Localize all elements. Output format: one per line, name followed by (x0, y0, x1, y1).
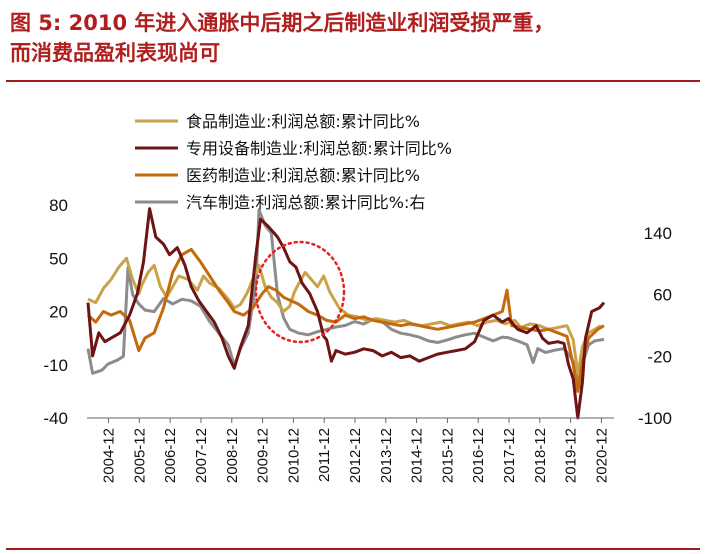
right-y-tick-label: -20 (647, 347, 672, 366)
series-line-2 (86, 207, 606, 420)
x-tick-label: 2010-12 (285, 428, 302, 483)
series-line-3 (86, 247, 605, 393)
figure-title: 图 5: 2010 年进入通胀中后期之后制造业利润受损严重， 而消费品盈利表现尚… (10, 8, 700, 68)
legend-label-3: 医药制造业:利润总额:累计同比% (186, 166, 420, 185)
title-divider (6, 80, 700, 82)
x-tick-label: 2005-12 (131, 428, 148, 483)
x-tick-label: 2019-12 (563, 428, 580, 483)
x-tick-label: 2004-12 (101, 428, 118, 483)
right-y-tick-label: -100 (638, 409, 672, 428)
right-y-tick-label: 140 (644, 224, 672, 243)
left-y-tick-label: 80 (49, 196, 68, 215)
x-tick-label: 2014-12 (409, 428, 426, 483)
x-tick-label: 2016-12 (470, 428, 487, 483)
left-y-tick-label: 20 (49, 303, 68, 322)
figure-title-line-1: 图 5: 2010 年进入通胀中后期之后制造业利润受损严重， (10, 11, 555, 35)
series-line-4 (86, 208, 605, 389)
left-y-tick-label: 50 (49, 249, 68, 268)
legend-label-2: 专用设备制造业:利润总额:累计同比% (186, 139, 452, 158)
x-tick-label: 2015-12 (439, 428, 456, 483)
legend-label-4: 汽车制造:利润总额:累计同比%:右 (186, 193, 425, 212)
legend-label-1: 食品制造业:利润总额:累计同比% (186, 112, 420, 131)
x-tick-label: 2006-12 (162, 428, 179, 483)
x-tick-label: 2013-12 (378, 428, 395, 483)
legend: 食品制造业:利润总额:累计同比% 专用设备制造业:利润总额:累计同比% 医药制造业:… (135, 112, 452, 212)
x-tick-label: 2011-12 (316, 428, 333, 482)
x-tick-label: 2007-12 (193, 428, 210, 483)
left-y-tick-label: -40 (43, 409, 68, 428)
right-y-tick-label: 60 (653, 286, 672, 305)
x-tick-label: 2009-12 (255, 428, 272, 483)
series-line-1 (87, 256, 602, 376)
x-tick-label: 2017-12 (501, 428, 518, 483)
series-layer (86, 207, 606, 420)
left-y-tick-label: -10 (43, 356, 68, 375)
highlight-ellipse (254, 240, 346, 344)
x-tick-label: 2008-12 (224, 428, 241, 483)
x-tick-label: 2020-12 (593, 428, 610, 483)
right-y-axis-ticks: 140 60 -20 -100 (638, 224, 672, 428)
figure-title-line-2: 而消费品盈利表现尚可 (10, 41, 220, 65)
x-tick-label: 2012-12 (347, 428, 364, 483)
bottom-divider (6, 548, 700, 550)
left-y-axis-ticks: 80 50 20 -10 -40 (43, 196, 68, 428)
x-axis-ticks: 2004-12 2005-12 2006-12 2007-12 2008-12 2009-… (101, 418, 610, 483)
x-tick-label: 2018-12 (532, 428, 549, 483)
